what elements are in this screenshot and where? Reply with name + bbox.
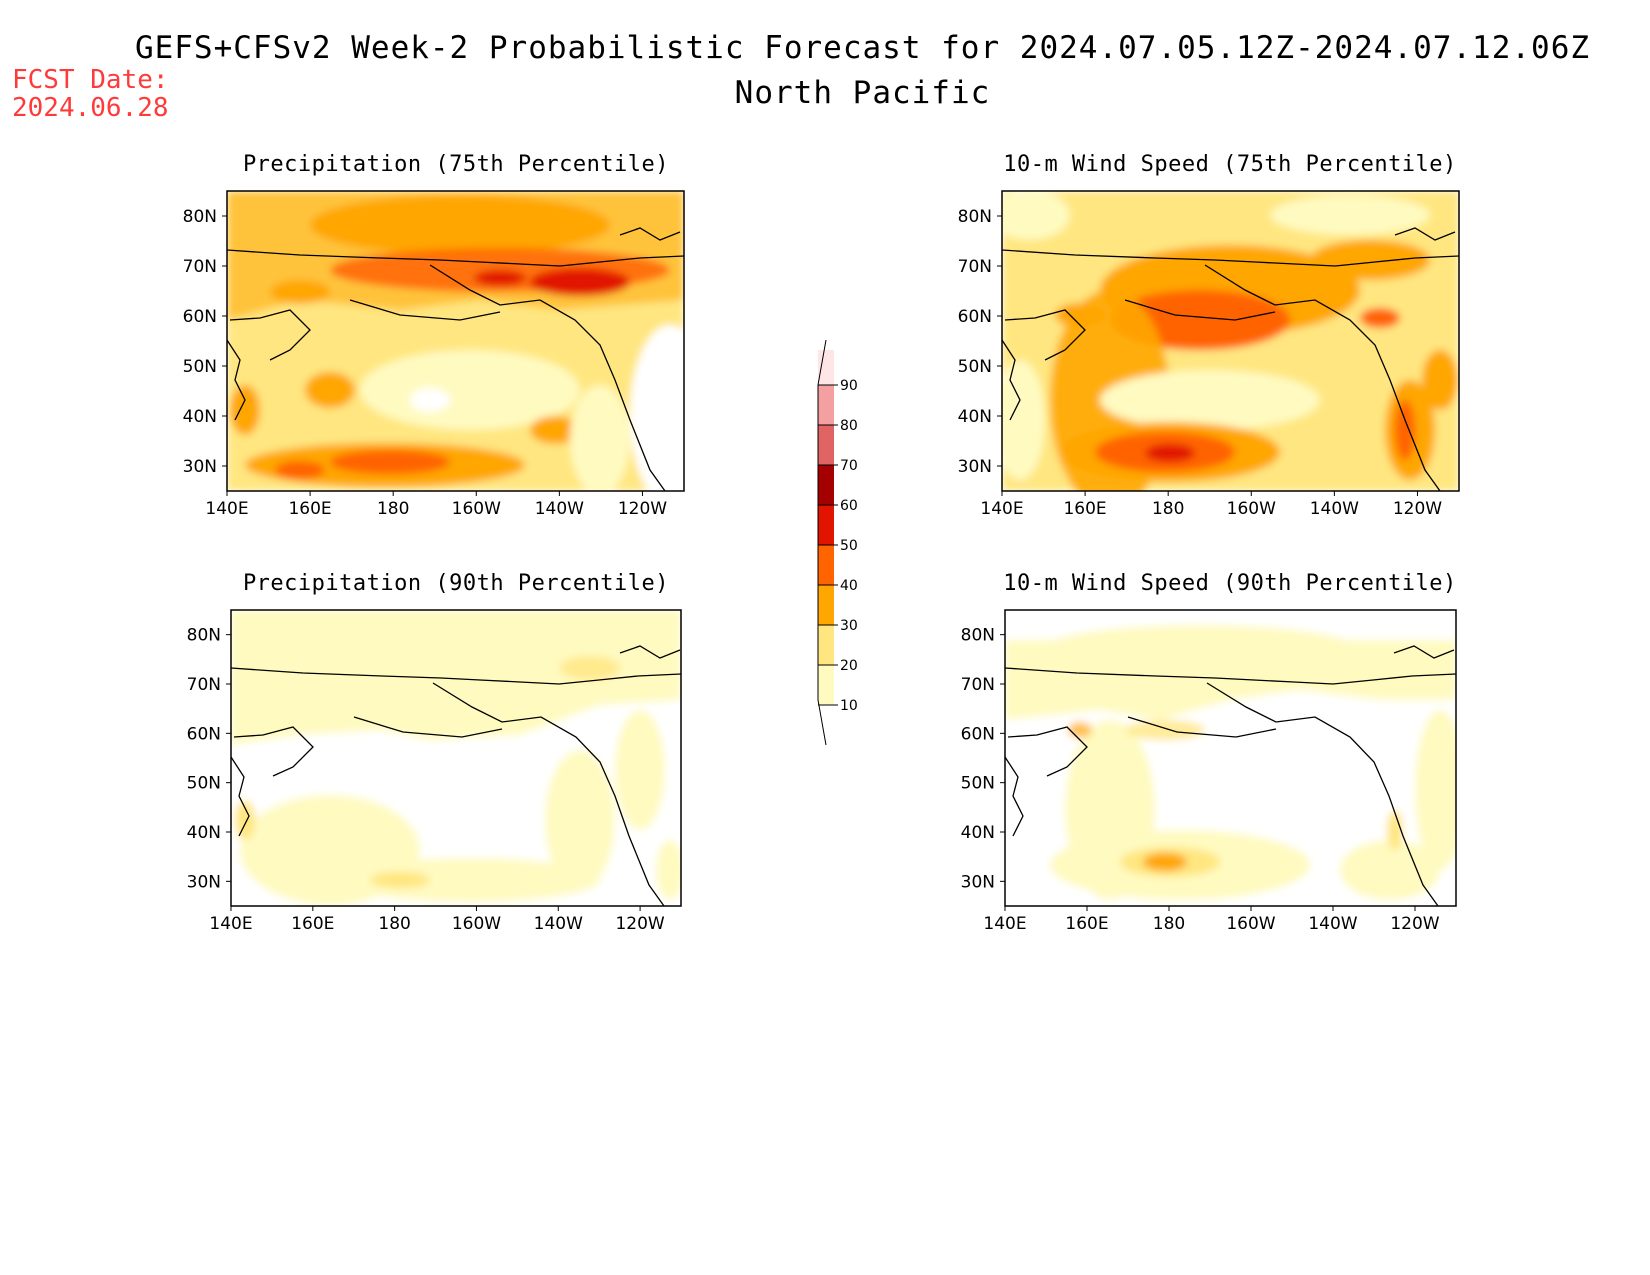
lat-tick-label: 70N xyxy=(183,257,217,277)
lon-tick-label: 140W xyxy=(1310,499,1359,519)
lon-tick-label: 140E xyxy=(983,914,1026,934)
panel-title-wind-90: 10-m Wind Speed (90th Percentile) xyxy=(1003,571,1457,596)
colorbar-tick-label: 90 xyxy=(840,378,858,394)
colorbar-tick-label: 30 xyxy=(840,618,858,634)
map-panel-precip-90 xyxy=(230,609,682,907)
colorbar-swatch xyxy=(818,465,834,505)
coastline-wind-90 xyxy=(1005,645,1456,906)
lon-tick-label: 160W xyxy=(1226,914,1275,934)
lat-tick-label: 30N xyxy=(183,457,217,477)
fcst-date-block: FCST Date: 2024.06.28 xyxy=(12,66,169,122)
lon-tick-label: 180 xyxy=(1152,499,1184,519)
lat-tick-label: 60N xyxy=(958,307,992,327)
lon-tick-label: 160E xyxy=(288,499,331,519)
axes-layer: 80N 70N 60N 50N 40N 30N 140E 160E 180 160W 140W 120… xyxy=(183,207,1443,934)
fcst-date-value: 2024.06.28 xyxy=(12,93,169,123)
lon-tick-label: 120W xyxy=(618,499,667,519)
map-panel-wind-75 xyxy=(1001,190,1460,492)
subtitle: North Pacific xyxy=(734,75,991,111)
lon-tick-label: 140E xyxy=(980,499,1023,519)
lon-tick-label: 120W xyxy=(1393,499,1442,519)
colorbar-tick-label: 20 xyxy=(840,658,858,674)
lon-tick-label: 160E xyxy=(291,914,334,934)
lat-tick-label: 50N xyxy=(183,357,217,377)
lat-tick-label: 50N xyxy=(958,357,992,377)
colorbar-swatch xyxy=(818,505,834,545)
lat-tick-label: 60N xyxy=(961,724,995,744)
map-panel-precip-75 xyxy=(226,190,685,492)
colorbar-swatch xyxy=(818,585,834,625)
lon-tick-label: 140W xyxy=(1308,914,1357,934)
lat-tick-label: 50N xyxy=(187,774,221,794)
colorbar-tick-label: 60 xyxy=(840,498,858,514)
lat-tick-label: 30N xyxy=(187,872,221,892)
lat-tick-label: 80N xyxy=(183,207,217,227)
lat-tick-label: 50N xyxy=(961,774,995,794)
colorbar-tick-label: 50 xyxy=(840,538,858,554)
colorbar-outline xyxy=(817,339,827,746)
lat-tick-label: 70N xyxy=(958,257,992,277)
colorbar-swatch xyxy=(818,625,834,665)
shading-wind-75 xyxy=(1002,191,1459,491)
lon-tick-label: 160W xyxy=(1227,499,1276,519)
colorbar-tick-label: 80 xyxy=(840,418,858,434)
lon-tick-label: 140E xyxy=(209,914,252,934)
coastline-precip-90 xyxy=(231,645,681,906)
coastline-wind-75 xyxy=(1002,227,1459,491)
lat-tick-label: 80N xyxy=(958,207,992,227)
colorbar-tick-label: 40 xyxy=(840,578,858,594)
lon-tick-label: 160E xyxy=(1063,499,1106,519)
lon-tick-label: 160W xyxy=(452,499,501,519)
colorbar-swatch xyxy=(818,545,834,585)
colorbar-tick-label: 10 xyxy=(840,698,858,714)
fcst-date-label: FCST Date: xyxy=(12,65,169,95)
lon-tick-label: 140E xyxy=(205,499,248,519)
panel-title-precip-75: Precipitation (75th Percentile) xyxy=(242,152,670,177)
colorbar: 10 20 30 40 50 60 70 80 90 xyxy=(817,339,858,746)
panel-title-precip-90: Precipitation (90th Percentile) xyxy=(242,571,670,596)
lat-tick-label: 30N xyxy=(958,457,992,477)
coastline-precip-75 xyxy=(227,227,684,491)
lat-tick-label: 40N xyxy=(187,823,221,843)
colorbar-tick-label: 70 xyxy=(840,458,858,474)
lat-tick-label: 40N xyxy=(958,407,992,427)
lon-tick-label: 120W xyxy=(1390,914,1439,934)
lat-tick-label: 80N xyxy=(187,626,221,646)
colorbar-swatch xyxy=(818,425,834,465)
map-panel-wind-90 xyxy=(1004,609,1457,907)
colorbar-swatch xyxy=(818,350,834,385)
lat-tick-label: 70N xyxy=(961,675,995,695)
lat-tick-label: 70N xyxy=(187,675,221,695)
lon-tick-label: 180 xyxy=(377,499,409,519)
lon-tick-label: 140W xyxy=(534,914,583,934)
lat-tick-label: 80N xyxy=(961,626,995,646)
main-title: GEFS+CFSv2 Week-2 Probabilistic Forecast… xyxy=(134,30,1591,66)
shading-precip-75 xyxy=(227,191,684,491)
shading-wind-90 xyxy=(1005,610,1456,906)
lat-tick-label: 40N xyxy=(183,407,217,427)
lat-tick-label: 60N xyxy=(187,724,221,744)
colorbar-swatch xyxy=(818,385,834,425)
lon-tick-label: 180 xyxy=(1153,914,1185,934)
panel-title-wind-75: 10-m Wind Speed (75th Percentile) xyxy=(1003,152,1457,177)
shading-precip-90 xyxy=(231,610,681,906)
lon-tick-label: 140W xyxy=(535,499,584,519)
lat-tick-label: 30N xyxy=(961,872,995,892)
lon-tick-label: 180 xyxy=(378,914,410,934)
lat-tick-label: 60N xyxy=(183,307,217,327)
lon-tick-label: 120W xyxy=(615,914,664,934)
lon-tick-label: 160W xyxy=(452,914,501,934)
lat-tick-label: 40N xyxy=(961,823,995,843)
colorbar-swatch xyxy=(818,665,834,705)
lon-tick-label: 160E xyxy=(1065,914,1108,934)
